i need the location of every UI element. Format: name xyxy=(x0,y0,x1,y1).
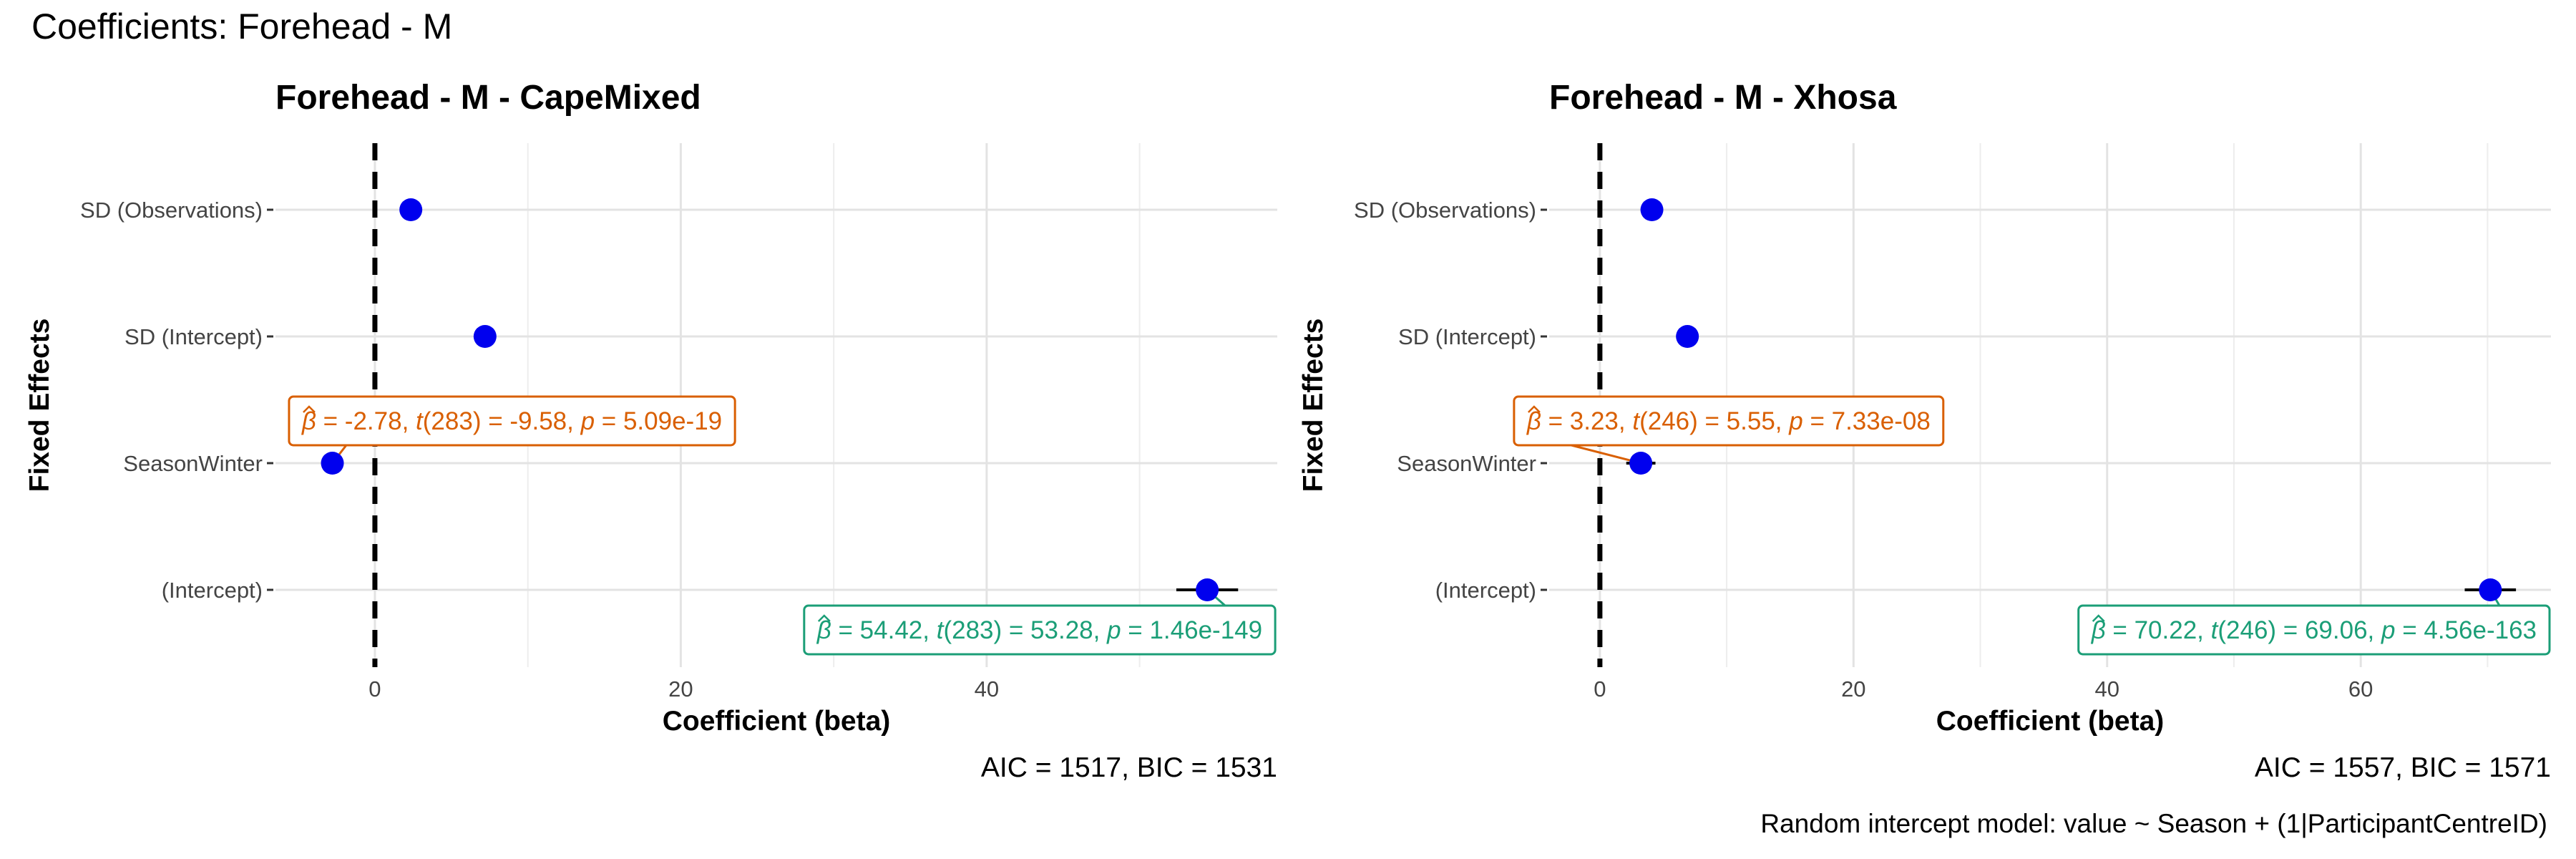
panel-title: Forehead - M - CapeMixed xyxy=(275,79,701,117)
y-tick-label: SeasonWinter xyxy=(1397,451,1536,476)
coefficient-label-text: β = 3.23, t(246) = 5.55, p = 7.33e-08 xyxy=(1526,407,1931,435)
x-tick-label: 20 xyxy=(668,676,693,702)
fit-statistics: AIC = 1557, BIC = 1571 xyxy=(2255,752,2551,783)
beta-hat-accent xyxy=(817,614,831,622)
x-axis-label: Coefficient (beta) xyxy=(1936,706,2165,737)
y-axis-label: Fixed Effects xyxy=(1298,319,1329,492)
y-tick-label: (Intercept) xyxy=(1435,578,1536,603)
x-axis-label: Coefficient (beta) xyxy=(663,706,891,737)
x-tick-label: 0 xyxy=(1594,676,1606,702)
coefficient-label: β = 54.42, t(283) = 53.28, p = 1.46e-149 xyxy=(803,604,1277,656)
coefficient-point xyxy=(473,325,497,348)
y-axis-label: Fixed Effects xyxy=(24,319,55,492)
coefficient-label-box xyxy=(1513,395,1945,447)
x-tick-label: 60 xyxy=(2348,676,2373,702)
y-tick-label: (Intercept) xyxy=(162,578,263,603)
beta-hat-accent xyxy=(2092,614,2105,622)
y-tick-label: SeasonWinter xyxy=(123,451,263,476)
coefficient-label: β = 3.23, t(246) = 5.55, p = 7.33e-08 xyxy=(1513,395,1945,447)
x-tick-label: 40 xyxy=(2095,676,2119,702)
y-tick-label: SD (Observations) xyxy=(80,198,263,223)
beta-hat-accent xyxy=(1528,405,1541,413)
coefficient-label-box xyxy=(803,604,1277,656)
coefficient-point xyxy=(1676,325,1699,348)
fit-statistics: AIC = 1517, BIC = 1531 xyxy=(981,752,1277,783)
coefficient-point xyxy=(2479,578,2502,601)
figure-title: Coefficients: Forehead - M xyxy=(31,6,453,47)
coefficient-label-box xyxy=(288,395,736,447)
coefficient-label-text: β = -2.78, t(283) = -9.58, p = 5.09e-19 xyxy=(301,407,722,435)
beta-hat-accent xyxy=(303,405,316,413)
label-connector xyxy=(1571,444,1641,465)
x-tick-label: 0 xyxy=(369,676,381,702)
coefficient-label: β = -2.78, t(283) = -9.58, p = 5.09e-19 xyxy=(288,395,736,447)
coefficient-label-text: β = 54.42, t(283) = 53.28, p = 1.46e-149 xyxy=(816,616,1262,644)
y-tick-label: SD (Observations) xyxy=(1354,198,1536,223)
coefficient-label: β = 70.22, t(246) = 69.06, p = 4.56e-163 xyxy=(2077,604,2551,656)
x-tick-label: 20 xyxy=(1841,676,1865,702)
coefficient-label-text: β = 70.22, t(246) = 69.06, p = 4.56e-163 xyxy=(2091,616,2537,644)
coefficient-point xyxy=(1629,452,1653,475)
y-tick-label: SD (Intercept) xyxy=(1398,324,1536,349)
coefficient-point xyxy=(1196,578,1219,601)
x-tick-label: 40 xyxy=(975,676,999,702)
coefficient-point xyxy=(399,198,423,221)
model-caption: Random intercept model: value ~ Season +… xyxy=(1760,809,2547,838)
y-tick-label: SD (Intercept) xyxy=(125,324,263,349)
coefficient-point xyxy=(1640,198,1664,221)
panel-title: Forehead - M - Xhosa xyxy=(1549,79,1897,117)
coefficient-point xyxy=(321,452,344,475)
coefficient-label-box xyxy=(2077,604,2551,656)
